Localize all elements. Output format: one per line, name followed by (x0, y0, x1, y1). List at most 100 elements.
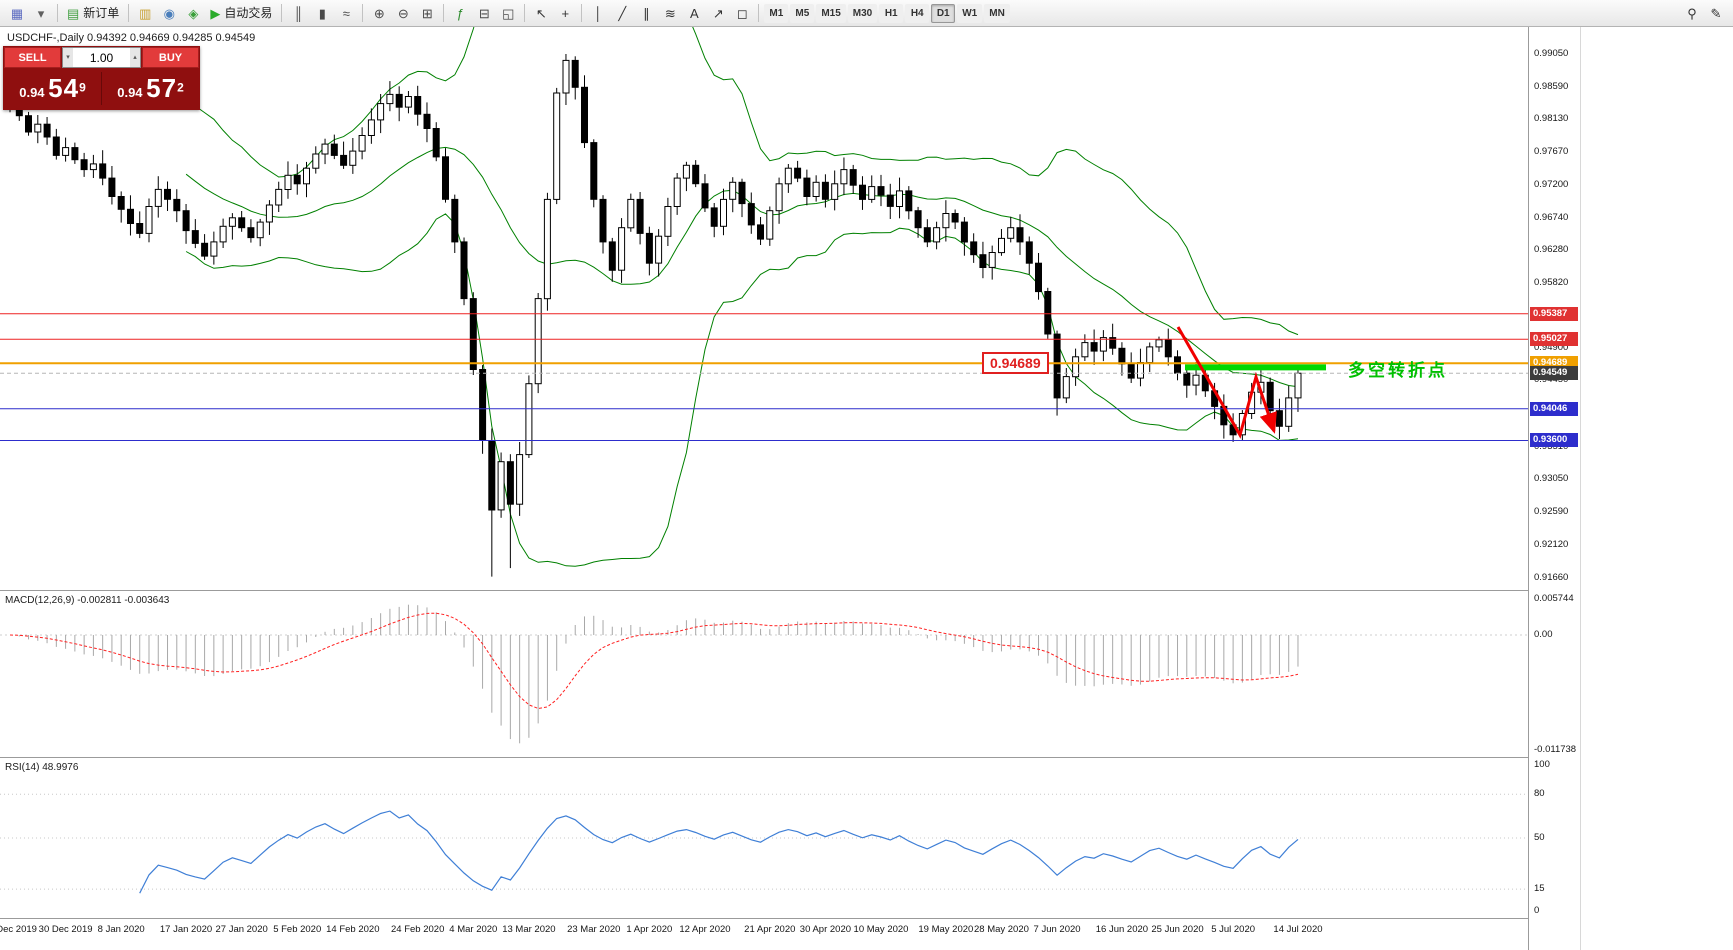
vertical-line-button[interactable]: │ (587, 3, 609, 24)
crosshair-button[interactable]: + (554, 3, 576, 24)
equidistant-channel-icon: ∥ (643, 5, 650, 21)
timeframe-h1[interactable]: H1 (879, 3, 904, 23)
candlestick-chart-button[interactable]: ▮ (311, 3, 333, 24)
price-level-label[interactable]: 0.94689 (982, 352, 1049, 375)
templates-button[interactable]: ◱ (497, 3, 519, 24)
main-chart-pane[interactable]: USDCHF-,Daily 0.94392 0.94669 0.94285 0.… (0, 27, 1528, 590)
community-icon: ◉ (163, 5, 175, 21)
bar-chart-button[interactable]: ║ (287, 3, 309, 24)
rsi-canvas[interactable] (0, 758, 1528, 918)
new-order-button[interactable]: ▤ 新订单 (63, 3, 123, 24)
rsi-title: RSI(14) 48.9976 (5, 762, 79, 773)
toolbar-right-icons: ⚲ ✎ (1680, 3, 1728, 24)
candlestick-chart-icon: ▮ (318, 5, 326, 21)
volume-control: ▾ ▴ (62, 47, 141, 68)
macd-title: MACD(12,26,9) -0.002811 -0.003643 (5, 595, 170, 606)
price-line-badge[interactable]: 0.93600 (1530, 433, 1578, 448)
new-chart-button[interactable]: ▦ (6, 3, 28, 24)
time-axis-label: 19 May 2020 (918, 924, 974, 935)
time-axis-label: 8 Jan 2020 (97, 924, 145, 935)
pane-separator[interactable] (0, 757, 1579, 758)
timeframe-w1[interactable]: W1 (957, 3, 983, 23)
autotrading-button[interactable]: ▶ 自动交易 (206, 3, 276, 24)
new-order-icon: ▤ (67, 5, 80, 21)
sell-price-big: 54 (48, 73, 80, 103)
timeframe-m30[interactable]: M30 (847, 3, 878, 23)
text-button[interactable]: A (683, 3, 705, 24)
volume-input[interactable] (73, 48, 130, 67)
rsi-scale-label: 15 (1534, 883, 1545, 895)
arrow-tool-button[interactable]: ↗ (707, 3, 729, 24)
price-axis-label: 0.98590 (1534, 80, 1569, 92)
zoom-out-button[interactable]: ⊖ (392, 3, 414, 24)
turning-point-annotation[interactable]: 多空转折点 (1348, 361, 1448, 381)
buy-price-major: 0.94 (117, 85, 147, 100)
price-line-badge[interactable]: 0.94549 (1530, 366, 1578, 381)
one-click-trading-panel: SELL ▾ ▴ BUY 0.94 549 0.94 572 (3, 46, 200, 110)
rsi-pane[interactable]: RSI(14) 48.9976 (0, 758, 1528, 918)
cursor-button[interactable]: ↖ (530, 3, 552, 24)
time-axis-label: 25 Jun 2020 (1151, 924, 1204, 935)
line-chart-button[interactable]: ≈ (335, 3, 357, 24)
toolbar: ▦ ▾ ▤ 新订单 ▥ ◉ ◈ ▶ 自动交易 ║ ▮ ≈ ⊕ ⊖ ⊞ ƒ ⊟ ◱ ↖ + │ ╱ ∥ ≋ A ↗ ◻ M1 M5 M15 M… (0, 0, 1733, 27)
buy-price[interactable]: 0.94 572 (102, 73, 199, 104)
macd-pane[interactable]: MACD(12,26,9) -0.002811 -0.003643 (0, 591, 1528, 757)
sell-button[interactable]: SELL (4, 47, 61, 68)
indicators-button[interactable]: ƒ (449, 3, 471, 24)
new-order-label: 新订单 (83, 6, 120, 20)
fibonacci-button[interactable]: ≋ (659, 3, 681, 24)
time-axis-label: 14 Feb 2020 (326, 924, 380, 935)
pane-separator[interactable] (0, 590, 1579, 591)
price-axis[interactable]: 0.99050 0.98590 0.98130 0.97670 0.97200 0.967… (1528, 27, 1579, 950)
toolbar-separator (281, 4, 283, 22)
time-axis-label: 16 Jun 2020 (1095, 924, 1149, 935)
metaquotes-button[interactable]: ◈ (182, 3, 204, 24)
search-button[interactable]: ⚲ (1681, 3, 1703, 24)
price-line-badge[interactable]: 0.95387 (1530, 306, 1578, 321)
zoom-in-icon: ⊕ (373, 5, 385, 21)
chart-profiles-button[interactable]: ▾ (30, 3, 52, 24)
equidistant-channel-button[interactable]: ∥ (635, 3, 657, 24)
macd-canvas[interactable] (0, 591, 1528, 757)
timeframe-m15[interactable]: M15 (816, 3, 846, 23)
timeframe-d1[interactable]: D1 (931, 3, 956, 23)
price-line-badge[interactable]: 0.95027 (1530, 332, 1578, 347)
shapes-button[interactable]: ◻ (731, 3, 753, 24)
rsi-scale-label: 100 (1534, 759, 1550, 770)
rsi-scale-label: 50 (1534, 832, 1545, 843)
timeframe-h4[interactable]: H4 (905, 3, 930, 23)
quick-note-button[interactable]: ✎ (1705, 3, 1727, 24)
volume-up-button[interactable]: ▴ (129, 48, 141, 67)
cursor-icon: ↖ (535, 5, 547, 21)
price-axis-label: 0.99050 (1534, 48, 1569, 59)
indicator-windows-icon: ⊟ (478, 5, 490, 21)
buy-button[interactable]: BUY (142, 47, 199, 68)
sell-price[interactable]: 0.94 549 (4, 73, 101, 104)
autotrading-label: 自动交易 (224, 6, 273, 20)
time-axis-label: 27 Jan 2020 (215, 924, 268, 935)
toolbar-separator (524, 4, 526, 22)
crosshair-icon: + (561, 5, 570, 21)
time-axis-label: 5 Jul 2020 (1211, 924, 1256, 935)
bar-chart-icon: ║ (293, 5, 303, 21)
trendline-button[interactable]: ╱ (611, 3, 633, 24)
timeframe-mn[interactable]: MN (984, 3, 1010, 23)
price-line-badge[interactable]: 0.94046 (1530, 401, 1578, 416)
candlestick-chart-canvas[interactable] (0, 27, 1528, 590)
timeframe-m5[interactable]: M5 (790, 3, 815, 23)
fibonacci-icon: ≋ (664, 5, 676, 21)
scripts-button[interactable]: ▥ (134, 3, 156, 24)
timeframe-m1[interactable]: M1 (764, 3, 789, 23)
indicator-windows-button[interactable]: ⊟ (473, 3, 495, 24)
volume-down-button[interactable]: ▾ (63, 48, 74, 67)
price-axis-label: 0.94900 (1534, 342, 1569, 354)
zoom-in-button[interactable]: ⊕ (368, 3, 390, 24)
community-button[interactable]: ◉ (158, 3, 180, 24)
buy-price-big: 57 (146, 73, 178, 103)
tile-windows-button[interactable]: ⊞ (416, 3, 438, 24)
templates-icon: ◱ (502, 5, 515, 21)
autotrading-icon: ▶ (210, 5, 221, 21)
time-axis-label: 14 Jul 2020 (1273, 924, 1323, 935)
